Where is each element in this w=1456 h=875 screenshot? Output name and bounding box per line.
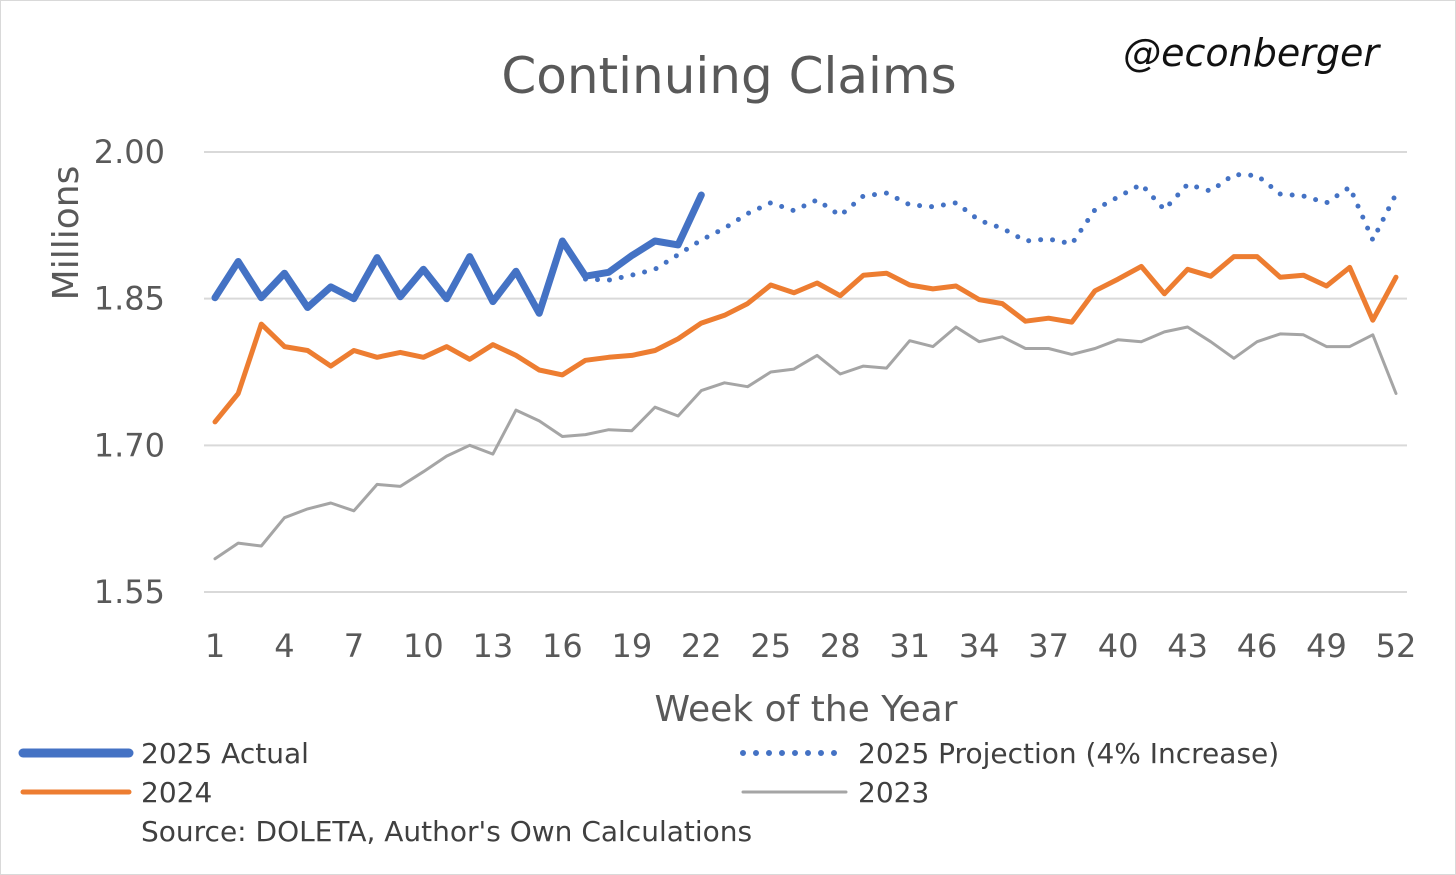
series-line-2024 [212, 254, 1399, 425]
series-line-2025-projection-4-increase [583, 172, 1399, 283]
x-tick-label: 28 [820, 627, 861, 665]
source-note: Source: DOLETA, Author's Own Calculation… [141, 815, 752, 848]
legend-item-2023: 2023 [741, 776, 929, 809]
x-axis-ticks: 1 4 7 10 13 16 19 22 25 28 31 34 37 40 43 46 49 52 [205, 627, 1417, 665]
x-tick-label: 46 [1237, 627, 1278, 665]
series-lines [211, 172, 1399, 561]
legend-item-2025-actual: 2025 Actual [18, 737, 309, 770]
legend-item-2024: 2024 [20, 776, 212, 809]
y-axis-ticks: 1.55 1.70 1.85 2.00 [94, 133, 165, 611]
legend: 2025 Actual 2025 Projection (4% Increase… [18, 737, 1279, 809]
x-tick-label: 16 [542, 627, 583, 665]
legend-item-2025-projection: 2025 Projection (4% Increase) [740, 737, 1279, 770]
y-tick-label: 1.85 [94, 280, 165, 318]
x-tick-label: 22 [681, 627, 722, 665]
x-tick-label: 43 [1167, 627, 1208, 665]
y-tick-label: 1.70 [94, 426, 165, 464]
x-tick-label: 7 [344, 627, 364, 665]
author-handle: @econberger [1123, 31, 1381, 75]
x-tick-label: 37 [1028, 627, 1069, 665]
legend-label-2025-actual: 2025 Actual [141, 737, 309, 770]
series-line-2023 [213, 325, 1398, 561]
x-tick-label: 13 [473, 627, 514, 665]
x-tick-label: 52 [1376, 627, 1417, 665]
x-tick-label: 19 [611, 627, 652, 665]
x-axis-label: Week of the Year [655, 689, 958, 730]
legend-label-2023: 2023 [858, 776, 929, 809]
series-line-2025-actual [211, 191, 705, 317]
y-tick-label: 1.55 [94, 573, 165, 611]
x-tick-label: 10 [403, 627, 444, 665]
x-tick-label: 31 [889, 627, 930, 665]
x-tick-label: 40 [1098, 627, 1139, 665]
chart-title: Continuing Claims [501, 47, 956, 105]
gridlines [204, 151, 1407, 593]
x-tick-label: 4 [274, 627, 294, 665]
x-tick-label: 49 [1306, 627, 1347, 665]
legend-label-2025-projection: 2025 Projection (4% Increase) [858, 737, 1279, 770]
legend-label-2024: 2024 [141, 776, 212, 809]
x-tick-label: 1 [205, 627, 225, 665]
y-tick-label: 2.00 [94, 133, 165, 171]
x-tick-label: 25 [750, 627, 791, 665]
y-axis-label: Millions [46, 166, 87, 301]
x-tick-label: 34 [959, 627, 1000, 665]
